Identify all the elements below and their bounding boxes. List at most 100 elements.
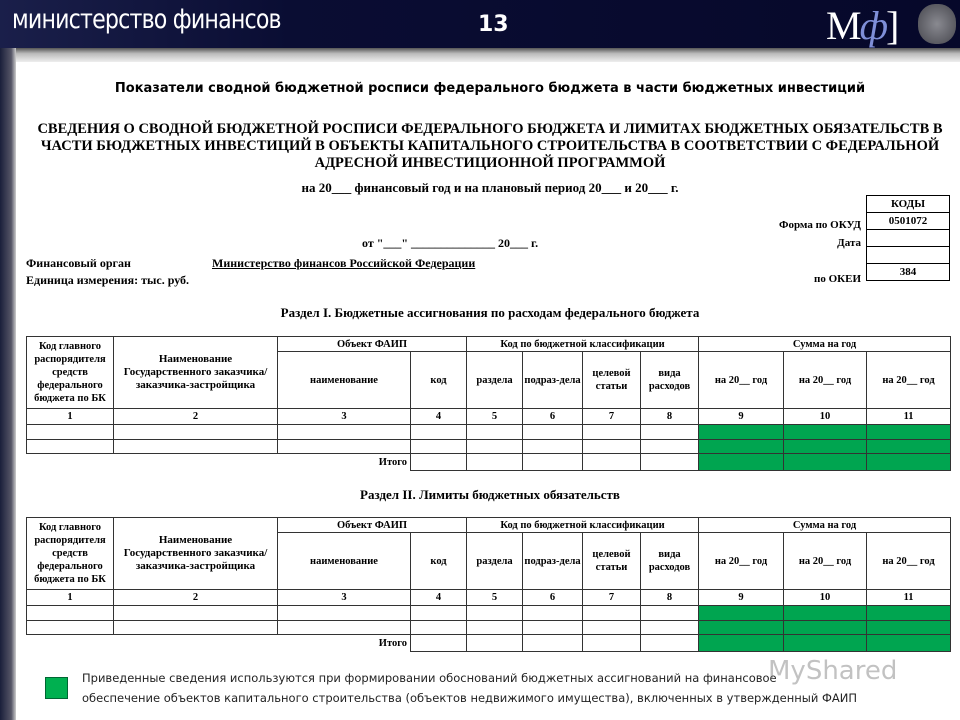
column-number: 10	[783, 589, 868, 606]
okei-value: 384	[866, 263, 950, 281]
fin-organ-label: Финансовый орган	[26, 256, 131, 270]
header-year-3: на 20__ год	[866, 351, 952, 409]
table-cell[interactable]	[582, 605, 642, 621]
header-year-2: на 20__ год	[783, 351, 868, 409]
table-cell[interactable]	[277, 424, 411, 440]
header-year-3: на 20__ год	[866, 532, 952, 590]
table-cell[interactable]	[582, 620, 642, 635]
table-cell[interactable]	[26, 620, 114, 635]
table-cell[interactable]	[277, 620, 411, 635]
note-line-1: Приведенные сведения используются при фо…	[82, 671, 777, 685]
ministry-logo-text: министерство финансов	[12, 4, 282, 35]
header-vida: вида расходов	[640, 351, 700, 409]
table-cell[interactable]	[409, 620, 468, 635]
column-number: 3	[277, 408, 411, 425]
section-1-title: Раздел I. Бюджетные ассигнования по расх…	[280, 305, 700, 320]
table-cell[interactable]	[522, 605, 584, 621]
header-year-1: на 20__ год	[698, 532, 785, 590]
okud-label: Форма по ОКУД	[779, 219, 861, 231]
watermark: MyShared	[768, 656, 898, 686]
column-number: 3	[277, 589, 411, 606]
header-sum: Сумма на год	[698, 517, 952, 533]
table-cell[interactable]	[783, 620, 868, 635]
table-cell[interactable]	[866, 424, 952, 440]
header-bar: министерство финансов 13 Мф]	[0, 0, 960, 48]
table-cell[interactable]	[113, 424, 278, 440]
table-cell[interactable]	[783, 439, 868, 454]
table-cell[interactable]	[582, 424, 642, 440]
table-cell[interactable]	[783, 424, 868, 440]
table-cell[interactable]	[466, 424, 524, 440]
header-kbk: Код по бюджетной классификации	[466, 517, 700, 533]
okud-value: 0501072	[866, 212, 950, 230]
mf-logo: Мф]	[826, 3, 899, 48]
table-cell[interactable]	[698, 620, 785, 635]
header-sum: Сумма на год	[698, 336, 952, 352]
column-number: 6	[522, 408, 584, 425]
table-cell[interactable]	[277, 605, 411, 621]
header-c2: Наименование Государственного заказчика/…	[113, 517, 278, 590]
header-kbk: Код по бюджетной классификации	[466, 336, 700, 352]
table-cell[interactable]	[522, 620, 584, 635]
column-number: 1	[26, 408, 114, 425]
table-cell[interactable]	[640, 620, 700, 635]
column-number: 7	[582, 589, 642, 606]
table-cell[interactable]	[466, 605, 524, 621]
table-cell[interactable]	[640, 424, 700, 440]
table-cell[interactable]	[466, 439, 524, 454]
table-cell[interactable]	[26, 424, 114, 440]
date-value	[866, 229, 950, 247]
table-cell[interactable]	[113, 620, 278, 635]
table-cell[interactable]	[698, 424, 785, 440]
mf-logo-phi: ф	[859, 3, 888, 48]
column-number: 11	[866, 589, 952, 606]
column-number: 9	[698, 408, 785, 425]
column-number: 11	[866, 408, 952, 425]
column-number: 1	[26, 589, 114, 606]
section-2-table: Код главного распорядителя средств федер…	[26, 517, 952, 652]
total-label: Итого	[378, 456, 407, 468]
table-cell[interactable]	[866, 620, 952, 635]
column-number: 6	[522, 589, 584, 606]
blank-value	[866, 246, 950, 264]
section-1-table: Код главного распорядителя средств федер…	[26, 336, 952, 471]
column-number: 2	[113, 589, 278, 606]
header-c1: Код главного распорядителя средств федер…	[26, 517, 114, 590]
table-cell[interactable]	[26, 605, 114, 621]
form-heading: СВЕДЕНИЯ О СВОДНОЙ БЮДЖЕТНОЙ РОСПИСИ ФЕД…	[37, 121, 943, 171]
table-cell[interactable]	[409, 439, 468, 454]
table-cell[interactable]	[640, 439, 700, 454]
date-label: Дата	[837, 237, 861, 249]
header-code: код	[409, 532, 468, 590]
table-row	[26, 439, 952, 454]
table-cell[interactable]	[640, 605, 700, 621]
column-number: 7	[582, 408, 642, 425]
legend-green-square	[45, 677, 68, 699]
note-line-2: обеспечение объектов капитального строит…	[82, 691, 857, 705]
table-cell[interactable]	[409, 424, 468, 440]
table-cell[interactable]	[277, 439, 411, 454]
table-cell[interactable]	[522, 424, 584, 440]
table-cell[interactable]	[866, 605, 952, 621]
header-c1: Код главного распорядителя средств федер…	[26, 336, 114, 409]
header-c2: Наименование Государственного заказчика/…	[113, 336, 278, 409]
header-faip: Объект ФАИП	[276, 336, 468, 352]
header-celevoy: целевой статьи	[582, 532, 642, 590]
table-cell[interactable]	[466, 620, 524, 635]
header-year-2: на 20__ год	[783, 532, 868, 590]
codes-header: КОДЫ	[866, 195, 950, 213]
table-cell[interactable]	[866, 439, 952, 454]
table-cell[interactable]	[783, 605, 868, 621]
table-cell[interactable]	[522, 439, 584, 454]
table-cell[interactable]	[113, 439, 278, 454]
header-name: наименование	[277, 351, 411, 409]
table-cell[interactable]	[698, 605, 785, 621]
table-cell[interactable]	[698, 439, 785, 454]
table-cell[interactable]	[582, 439, 642, 454]
mf-logo-letter: М	[826, 3, 862, 48]
table-cell[interactable]	[113, 605, 278, 621]
table-cell[interactable]	[26, 439, 114, 454]
column-number: 5	[466, 589, 524, 606]
unit: Единица измерения: тыс. руб.	[26, 273, 190, 287]
table-cell[interactable]	[409, 605, 468, 621]
